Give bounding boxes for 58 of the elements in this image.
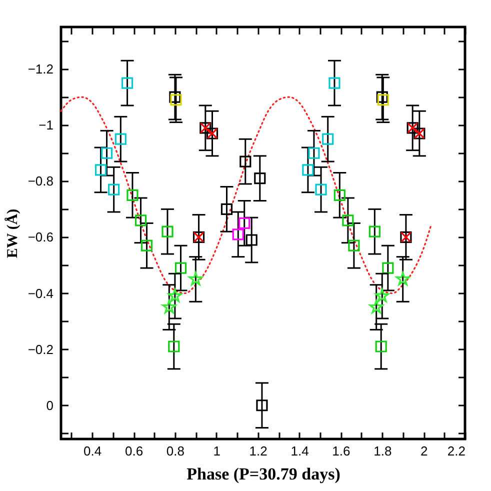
point bbox=[108, 184, 120, 196]
x-tick-label: 1.4 bbox=[290, 444, 309, 458]
point bbox=[168, 288, 182, 302]
point bbox=[375, 288, 390, 302]
point bbox=[368, 226, 380, 238]
point bbox=[114, 133, 126, 145]
point bbox=[188, 272, 203, 286]
point bbox=[334, 189, 346, 201]
x-tick-label: 0.6 bbox=[124, 444, 144, 458]
point bbox=[302, 164, 314, 176]
point bbox=[315, 184, 327, 196]
x-tick-label: 2.2 bbox=[447, 444, 466, 458]
point bbox=[375, 340, 387, 352]
point bbox=[169, 91, 181, 103]
point bbox=[100, 147, 113, 159]
point bbox=[240, 156, 252, 168]
point bbox=[238, 217, 250, 229]
x-tick-label: 1.8 bbox=[374, 444, 392, 458]
point bbox=[121, 77, 134, 89]
y-tick-label: −0.4 bbox=[28, 286, 54, 301]
point bbox=[322, 133, 334, 145]
point bbox=[377, 94, 389, 106]
point bbox=[162, 300, 176, 314]
point bbox=[308, 147, 320, 159]
point bbox=[168, 340, 180, 352]
x-tick-label: 0.4 bbox=[84, 444, 102, 458]
point bbox=[246, 234, 258, 246]
y-axis-title: EW (Å) bbox=[4, 208, 21, 258]
point bbox=[342, 214, 354, 226]
point bbox=[134, 214, 147, 226]
point bbox=[256, 400, 268, 412]
point bbox=[170, 94, 182, 106]
x-tick-label: 1.2 bbox=[249, 444, 268, 458]
point bbox=[126, 189, 138, 201]
point bbox=[382, 262, 394, 274]
y-tick-label: −0.8 bbox=[28, 174, 54, 189]
point bbox=[369, 300, 384, 314]
x-tick-label: 1 bbox=[213, 444, 220, 458]
point bbox=[328, 77, 340, 89]
point bbox=[348, 240, 360, 252]
point bbox=[220, 203, 233, 215]
point bbox=[94, 164, 107, 176]
y-tick-label: −1.2 bbox=[28, 62, 54, 77]
point bbox=[174, 262, 187, 274]
y-tick-label: −0.6 bbox=[28, 230, 54, 245]
point bbox=[140, 240, 153, 252]
point bbox=[376, 91, 388, 103]
point bbox=[396, 272, 410, 286]
y-tick-label: 0 bbox=[46, 398, 54, 413]
x-tick-label: 2 bbox=[420, 444, 428, 458]
y-tick-label: −0.2 bbox=[28, 342, 54, 357]
x-axis-title: Phase (P=30.79 days) bbox=[186, 464, 340, 484]
x-tick-label: 0.8 bbox=[166, 444, 184, 458]
point bbox=[232, 228, 244, 240]
y-tick-label: −1 bbox=[38, 118, 54, 133]
x-tick-label: 1.6 bbox=[332, 444, 350, 458]
point bbox=[254, 172, 266, 184]
point bbox=[162, 226, 174, 238]
